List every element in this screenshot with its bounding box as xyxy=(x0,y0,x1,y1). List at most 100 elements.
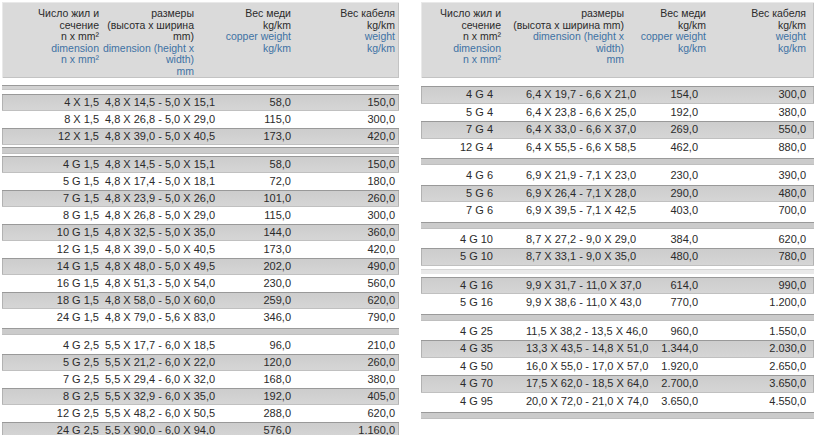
cell-cores-section: 12 X 1,5 xyxy=(2,128,99,145)
cell-cores-section: 5 G 2,5 xyxy=(2,354,99,371)
header-separator-bar xyxy=(2,85,399,90)
cell-dimensions: 9,9 X 38,6 - 11,0 X 43,0 xyxy=(493,294,648,312)
cell-cores-section: 10 G 1,5 xyxy=(2,224,99,241)
cell-copper-weight: 154,0 xyxy=(648,86,698,104)
table-row: 8 G 1,54,8 X 26,8 - 5,0 X 29,0115,0300,0 xyxy=(2,207,399,224)
cell-cores-section: 4 G 95 xyxy=(421,393,493,411)
cell-copper-weight: 173,0 xyxy=(250,128,291,145)
header-gap xyxy=(421,78,814,86)
table-row: 5 G 108,7 X 33,1 - 9,0 X 35,0480,0780,0 xyxy=(421,248,814,266)
cell-copper-weight: 173,0 xyxy=(250,241,291,258)
cell-dimensions: 4,8 X 39,0 - 5,0 X 40,5 xyxy=(99,128,250,145)
cell-copper-weight: 290,0 xyxy=(648,185,698,203)
header-line: размеры xyxy=(501,8,624,20)
cell-cores-section: 4 X 1,5 xyxy=(2,94,99,111)
table-body: 4 G 46,4 X 19,7 - 6,6 X 21,0154,0300,05 … xyxy=(421,86,814,421)
table-row: 5 G 46,4 X 23,8 - 6,6 X 25,0192,0380,0 xyxy=(421,104,814,122)
spec-table-right: Число жил исечениеn x mm²dimensionn x mm… xyxy=(421,2,814,421)
header-line: width) xyxy=(501,43,624,55)
header-line: Вес кабеля xyxy=(706,8,806,20)
cell-copper-weight: 770,0 xyxy=(648,294,698,312)
header-line: mm) xyxy=(99,31,194,43)
table-row: 4 G 3513,3 X 43,5 - 14,8 X 51,01.344,02.… xyxy=(421,340,814,358)
header-line: размеры xyxy=(99,8,194,20)
header-line: n x mm² xyxy=(421,31,501,43)
cell-copper-weight: 192,0 xyxy=(648,104,698,122)
cell-copper-weight: 403,0 xyxy=(648,202,698,220)
cable-spec-sheet: Число жил исечениеn x mm²dimensionn x mm… xyxy=(0,0,816,435)
cell-cores-section: 24 G 1,5 xyxy=(2,309,99,326)
cell-copper-weight: 192,0 xyxy=(250,388,291,405)
header-col-cable-weight: Вес кабеляkg/kmweightkg/km xyxy=(706,8,814,78)
cell-copper-weight: 101,0 xyxy=(250,190,291,207)
cell-cores-section: 4 G 25 xyxy=(421,323,493,341)
cell-cores-section: 4 G 70 xyxy=(421,375,493,393)
header-line: Вес меди xyxy=(194,8,291,20)
cell-dimensions: 11,5 X 38,2 - 13,5 X 46,0 xyxy=(493,323,648,341)
cell-copper-weight: 58,0 xyxy=(250,156,291,173)
cell-cores-section: 8 G 2,5 xyxy=(2,388,99,405)
cell-copper-weight: 72,0 xyxy=(250,173,291,190)
table-row: 16 G 1,54,8 X 51,3 - 5,0 X 54,0230,0560,… xyxy=(2,275,399,292)
cell-dimensions: 5,5 X 48,2 - 6,0 X 50,5 xyxy=(99,405,250,422)
cell-cores-section: 7 G 4 xyxy=(421,121,493,139)
table-row: 24 G 1,54,8 X 79,0 - 5,6 X 83,0346,0790,… xyxy=(2,309,399,326)
cell-dimensions: 4,8 X 14,5 - 5,0 X 15,1 xyxy=(99,156,250,173)
cell-cable-weight: 700,0 xyxy=(698,202,814,220)
table-header: Число жил исечениеn x mm²dimensionn x mm… xyxy=(421,2,814,78)
cell-copper-weight: 614,0 xyxy=(648,277,698,295)
cell-dimensions: 5,5 X 32,9 - 6,0 X 35,0 xyxy=(99,388,250,405)
group-separator xyxy=(2,326,399,337)
table-row: 5 G 169,9 X 38,6 - 11,0 X 43,0770,01.200… xyxy=(421,294,814,312)
header-col-dimensions: размеры(высота x ширинаmm)dimension (hei… xyxy=(99,8,194,78)
cell-dimensions: 6,9 X 26,4 - 7,1 X 28,0 xyxy=(493,185,648,203)
header-line: copper weight xyxy=(624,31,706,43)
cell-cores-section: 4 G 6 xyxy=(421,167,493,185)
group-separator xyxy=(421,410,814,421)
cell-dimensions: 16,0 X 55,0 - 17,0 X 57,0 xyxy=(493,358,648,376)
cell-cores-section: 14 G 1,5 xyxy=(2,258,99,275)
cell-cores-section: 12 G 4 xyxy=(421,139,493,157)
cell-cores-section: 7 G 6 xyxy=(421,202,493,220)
table-row: 7 G 1,54,8 X 23,9 - 5,0 X 26,0101,0260,0 xyxy=(2,190,399,207)
table-row: 4 G 108,7 X 27,2 - 9,0 X 29,0384,0620,0 xyxy=(421,231,814,249)
cell-cable-weight: 1.160,0 xyxy=(291,422,399,435)
header-line: weight xyxy=(706,31,806,43)
table-row: 7 G 46,4 X 33,0 - 6,6 X 37,0269,0550,0 xyxy=(421,121,814,139)
cell-dimensions: 5,5 X 21,2 - 6,0 X 22,0 xyxy=(99,354,250,371)
cell-cable-weight: 4.550,0 xyxy=(698,393,814,411)
cell-cable-weight: 2.650,0 xyxy=(698,358,814,376)
cell-copper-weight: 960,0 xyxy=(648,323,698,341)
cell-cores-section: 4 G 2,5 xyxy=(2,337,99,354)
cell-dimensions: 6,4 X 19,7 - 6,6 X 21,0 xyxy=(493,86,648,104)
cell-cable-weight: 300,0 xyxy=(291,111,399,128)
header-line: Число жил и xyxy=(421,8,501,20)
cell-cable-weight: 420,0 xyxy=(291,241,399,258)
header-line: kg/km xyxy=(706,43,806,55)
table-row: 8 X 1,54,8 X 26,8 - 5,0 X 29,0115,0300,0 xyxy=(2,111,399,128)
cell-cores-section: 16 G 1,5 xyxy=(2,275,99,292)
header-col-cores-section: Число жил исечениеn x mm²dimensionn x mm… xyxy=(2,8,99,78)
cell-cable-weight: 790,0 xyxy=(291,309,399,326)
cell-cores-section: 12 G 1,5 xyxy=(2,241,99,258)
cell-dimensions: 17,5 X 62,0 - 18,5 X 64,0 xyxy=(493,375,648,393)
cell-cable-weight: 2.030,0 xyxy=(698,340,814,358)
cell-copper-weight: 462,0 xyxy=(648,139,698,157)
table-row: 4 G 2,55,5 X 17,7 - 6,0 X 18,596,0210,0 xyxy=(2,337,399,354)
header-line: n x mm² xyxy=(421,54,501,66)
table-row: 4 G 66,9 X 21,9 - 7,1 X 23,0230,0390,0 xyxy=(421,167,814,185)
table-row: 18 G 1,54,8 X 58,0 - 5,0 X 60,0259,0620,… xyxy=(2,292,399,309)
table-row: 4 G 169,9 X 31,7 - 11,0 X 37,0614,0990,0 xyxy=(421,277,814,295)
table-row: 4 G 5016,0 X 55,0 - 17,0 X 57,01.920,02.… xyxy=(421,358,814,376)
cell-cable-weight: 550,0 xyxy=(698,121,814,139)
cell-dimensions: 5,5 X 90,0 - 6,0 X 94,0 xyxy=(99,422,250,435)
header-col-dimensions: размеры(высота x ширина mm)dimension (he… xyxy=(501,8,624,78)
header-line: n x mm² xyxy=(2,54,99,66)
cell-cable-weight: 150,0 xyxy=(291,156,399,173)
header-col-cable-weight: Вес кабеляkg/kmweightkg/km xyxy=(291,8,399,78)
cell-cores-section: 7 G 1,5 xyxy=(2,190,99,207)
header-line: Вес кабеля xyxy=(291,8,395,20)
header-line: kg/km xyxy=(194,43,291,55)
header-line: Вес меди xyxy=(624,8,706,20)
cell-cores-section: 24 G 2,5 xyxy=(2,422,99,435)
